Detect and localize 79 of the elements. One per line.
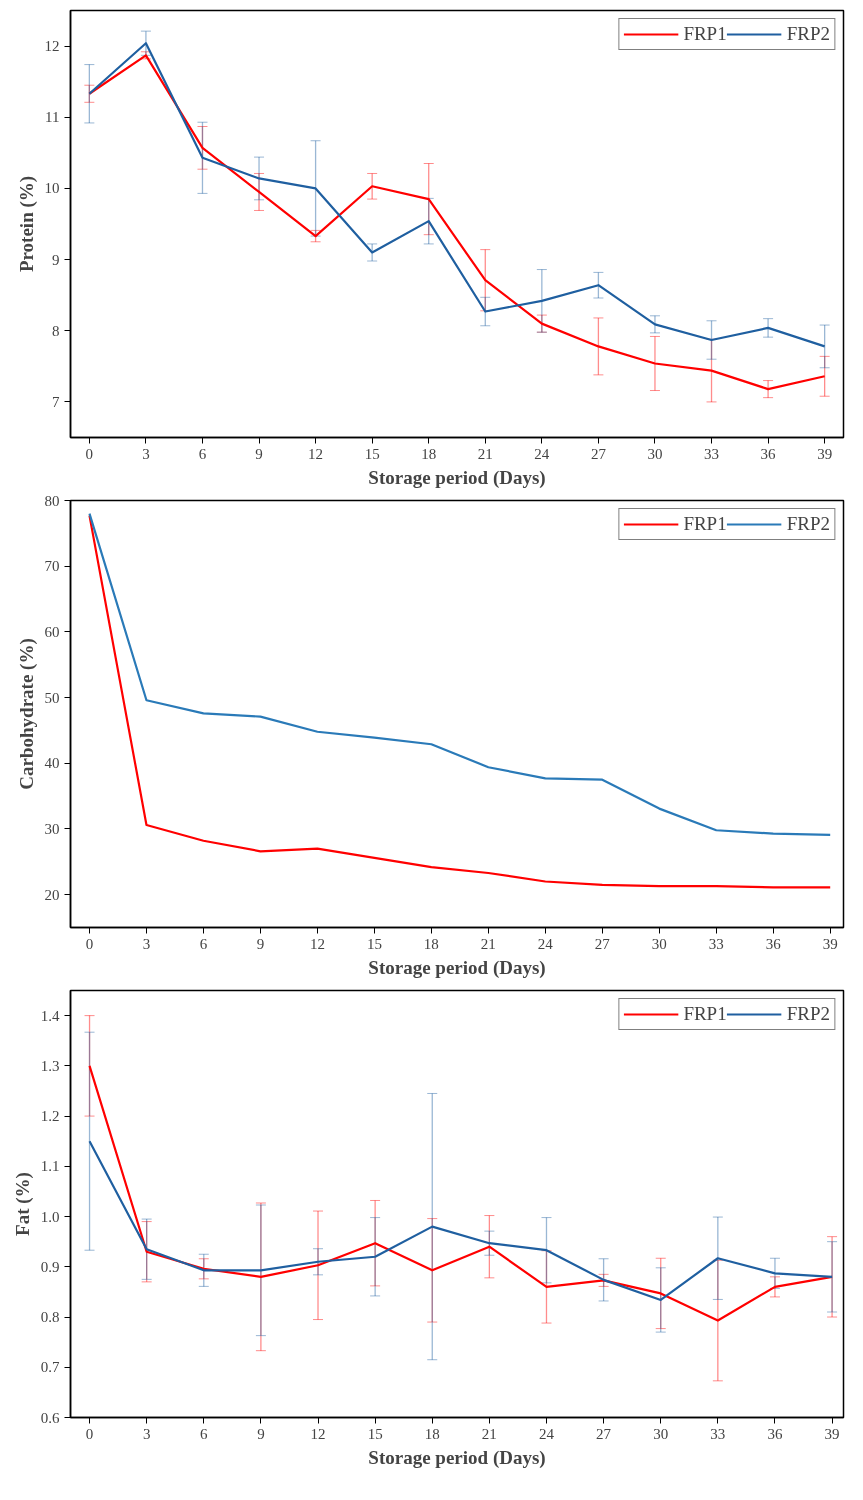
line-series <box>88 54 826 391</box>
legend-label: FRP1 <box>683 1003 727 1025</box>
x-tick-label: 24 <box>538 1425 555 1442</box>
x-tick-label: 24 <box>534 445 550 462</box>
line-series <box>88 42 826 348</box>
x-tick-label: 0 <box>85 445 94 462</box>
x-tick-label: 30 <box>653 1425 669 1442</box>
y-tick-label: 0.8 <box>40 1309 60 1326</box>
y-tick-label: 0.6 <box>40 1409 60 1426</box>
x-tick-label: 18 <box>421 445 437 462</box>
x-tick-label: 27 <box>596 1425 612 1442</box>
x-tick-label: 36 <box>760 445 777 462</box>
x-tick-label: 12 <box>310 1425 326 1442</box>
y-tick-label: 0.7 <box>40 1359 60 1376</box>
x-tick-label: 9 <box>255 445 263 462</box>
x-tick-label: 33 <box>710 1425 726 1442</box>
x-tick-label: 18 <box>423 935 439 952</box>
x-axis-title: Storage period (Days) <box>368 956 546 979</box>
x-tick-label: 27 <box>590 445 607 462</box>
y-tick-label: 80 <box>44 492 60 509</box>
y-tick-label: 50 <box>44 689 60 706</box>
x-tick-label: 36 <box>765 935 782 952</box>
x-tick-label: 15 <box>366 935 382 952</box>
legend-label: FRP2 <box>786 1003 830 1025</box>
x-tick-label: 39 <box>824 1425 840 1442</box>
x-tick-label: 15 <box>364 445 380 462</box>
x-tick-label: 24 <box>537 935 554 952</box>
y-tick-label: 7 <box>52 393 60 410</box>
y-tick-label: 20 <box>44 886 60 903</box>
x-axis-title: Storage period (Days) <box>368 466 546 489</box>
y-tick-label: 12 <box>44 38 60 55</box>
x-tick-label: 21 <box>480 935 496 952</box>
legend-label: FRP2 <box>786 23 830 45</box>
y-tick-label: 1.2 <box>40 1108 60 1125</box>
x-tick-label: 39 <box>817 445 833 462</box>
x-tick-label: 6 <box>198 445 207 462</box>
y-axis-title: Fat (%) <box>11 1172 34 1236</box>
x-tick-label: 36 <box>767 1425 783 1442</box>
y-tick-label: 1.3 <box>40 1057 60 1074</box>
y-tick-label: 60 <box>44 623 60 640</box>
y-tick-label: 1.0 <box>40 1208 60 1225</box>
x-tick-label: 0 <box>85 1425 94 1442</box>
y-tick-label: 9 <box>52 251 60 268</box>
x-tick-label: 6 <box>200 1425 209 1442</box>
x-tick-label: 12 <box>309 935 325 952</box>
x-tick-label: 9 <box>257 1425 265 1442</box>
x-axis-title: Storage period (Days) <box>368 1446 546 1469</box>
y-tick-label: 10 <box>44 180 60 197</box>
x-tick-label: 39 <box>822 935 838 952</box>
y-axis-title: Carbohydrate (%) <box>15 638 38 790</box>
legend-label: FRP1 <box>683 513 727 535</box>
x-tick-label: 3 <box>142 1425 151 1442</box>
y-tick-label: 70 <box>44 558 60 575</box>
x-tick-label: 15 <box>367 1425 383 1442</box>
x-tick-label: 30 <box>647 445 663 462</box>
x-tick-label: 9 <box>256 935 265 952</box>
x-tick-label: 33 <box>708 935 724 952</box>
x-tick-label: 6 <box>199 935 208 952</box>
x-tick-label: 30 <box>651 935 667 952</box>
x-tick-label: 21 <box>481 1425 497 1442</box>
x-tick-label: 33 <box>704 445 720 462</box>
y-axis-title: Protein (%) <box>15 175 38 273</box>
x-tick-label: 18 <box>424 1425 440 1442</box>
y-tick-label: 1.1 <box>40 1158 60 1175</box>
x-tick-label: 0 <box>85 935 94 952</box>
x-tick-label: 3 <box>142 935 151 952</box>
legend-label: FRP2 <box>786 513 830 535</box>
x-tick-label: 12 <box>308 445 324 462</box>
y-tick-label: 30 <box>44 820 60 837</box>
line-series <box>88 1140 834 1302</box>
x-tick-label: 21 <box>477 445 493 462</box>
legend-label: FRP1 <box>683 23 727 45</box>
y-tick-label: 8 <box>52 322 60 339</box>
x-tick-label: 3 <box>142 445 150 462</box>
y-tick-label: 0.9 <box>40 1258 60 1275</box>
x-tick-label: 27 <box>594 935 611 952</box>
y-tick-label: 11 <box>45 109 60 126</box>
y-tick-label: 1.4 <box>40 1007 60 1024</box>
y-tick-label: 40 <box>44 755 60 772</box>
